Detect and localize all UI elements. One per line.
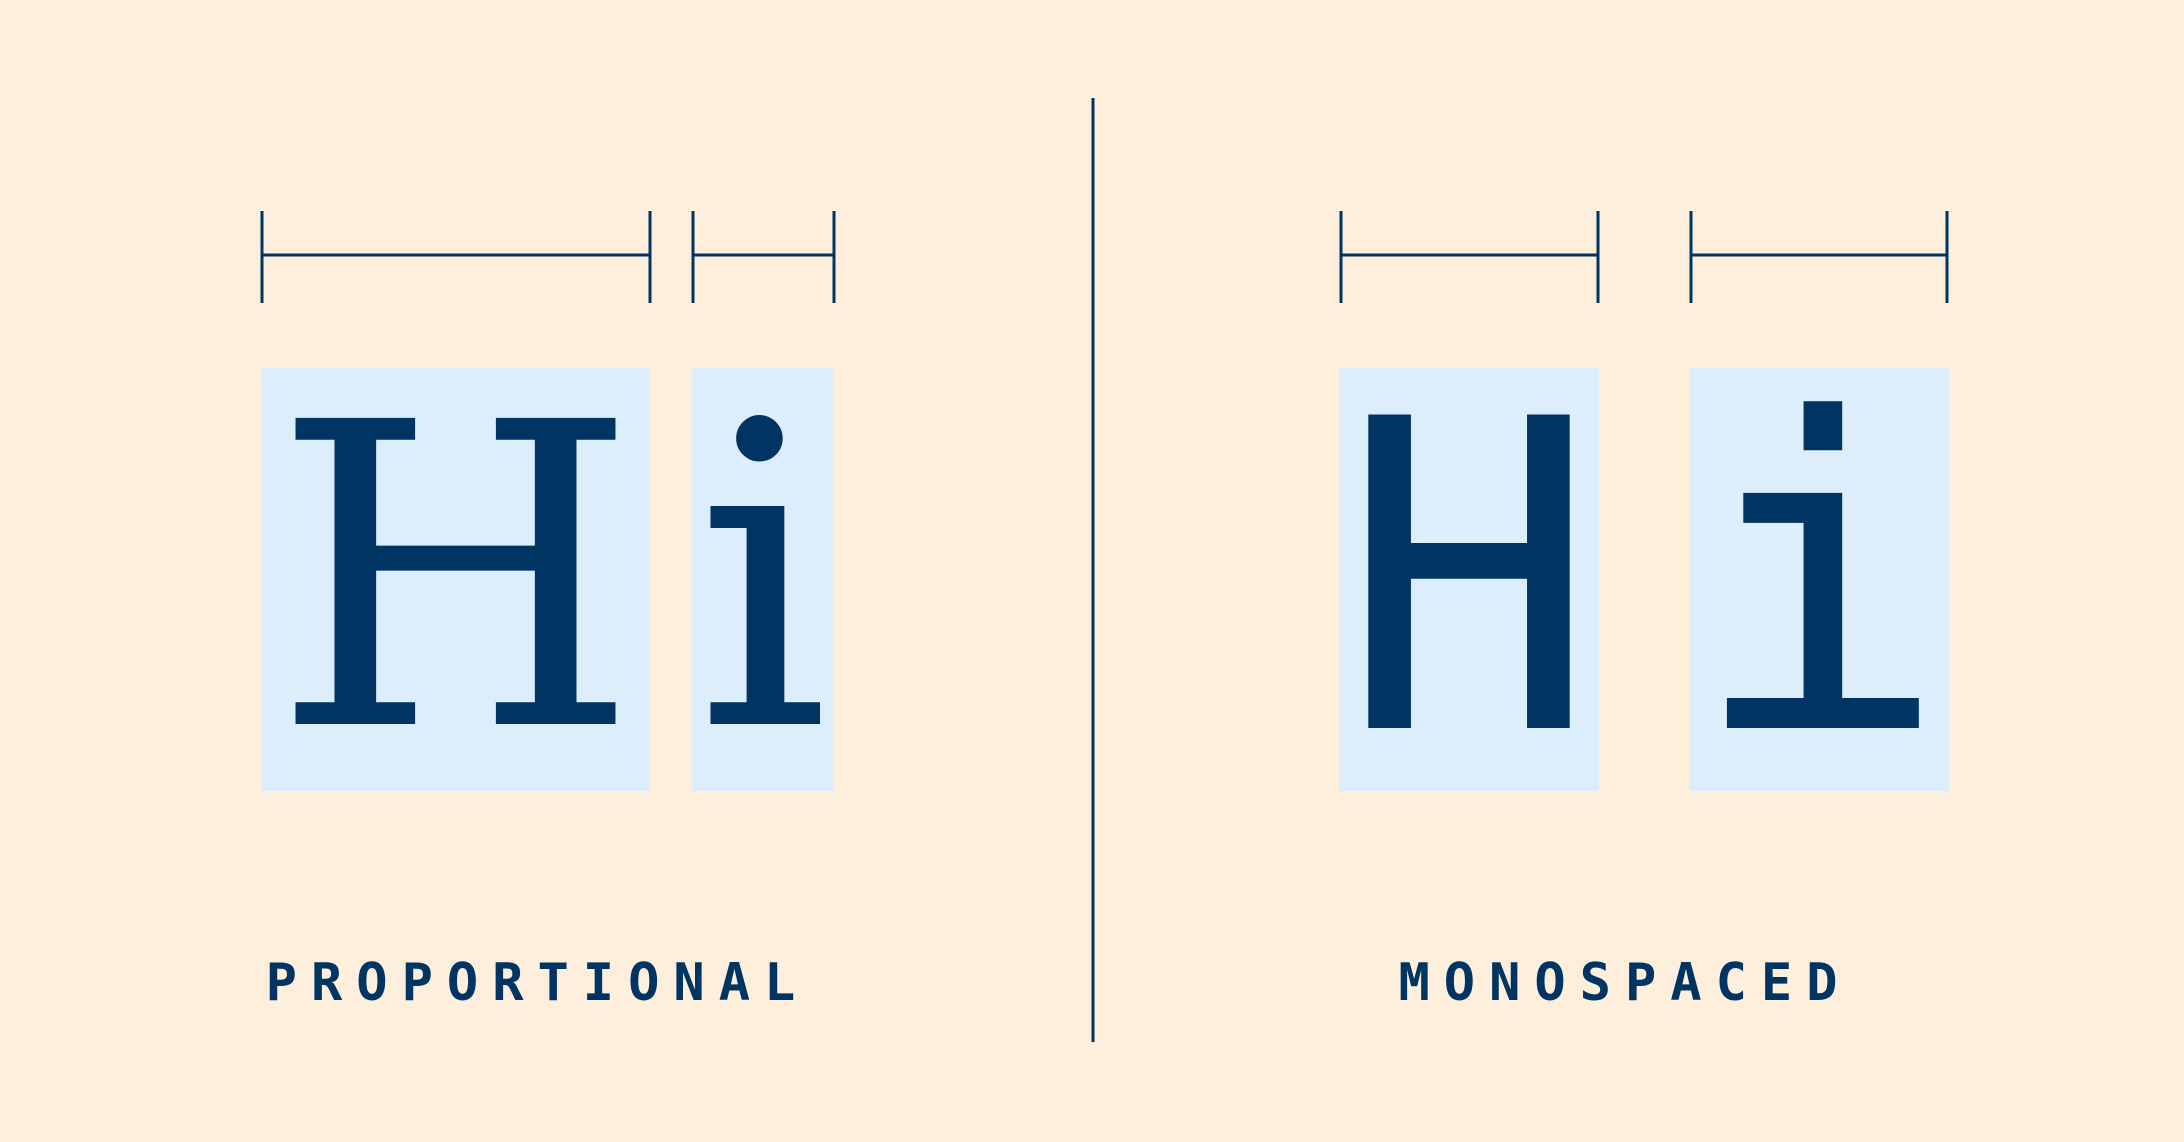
width-bracket-proportional-i bbox=[691, 211, 836, 303]
proportional-h-box: H bbox=[261, 368, 650, 791]
monospaced-caption: MONOSPACED bbox=[1398, 953, 1852, 1013]
proportional-h-glyph: H bbox=[272, 334, 639, 824]
monospaced-h-glyph: H bbox=[1339, 329, 1599, 830]
proportional-i-box: i bbox=[692, 368, 833, 791]
width-bracket-proportional-h bbox=[260, 211, 652, 303]
width-bracket-monospaced-h bbox=[1339, 211, 1600, 303]
proportional-i-glyph: i bbox=[695, 334, 830, 824]
width-bracket-monospaced-i bbox=[1689, 211, 1949, 303]
monospaced-i-box: i bbox=[1689, 329, 1949, 830]
proportional-caption: PROPORTIONAL bbox=[265, 953, 810, 1013]
monospaced-h-box: H bbox=[1339, 329, 1599, 830]
monospaced-i-glyph: i bbox=[1689, 329, 1949, 830]
